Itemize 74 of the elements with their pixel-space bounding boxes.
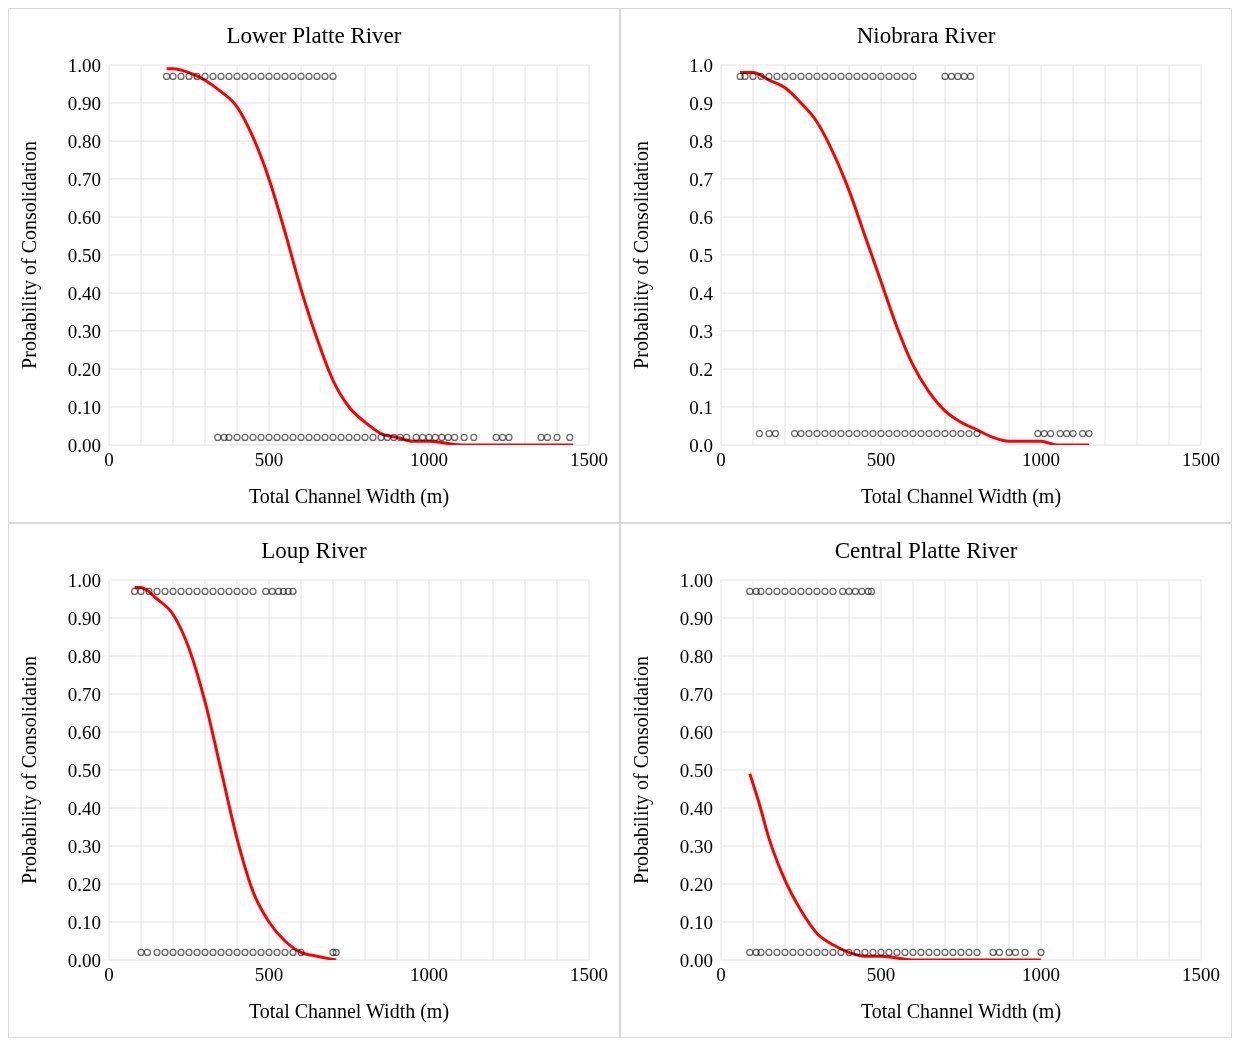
y-tick-label: 0.20: [67, 358, 101, 380]
y-tick-label: 0.50: [67, 244, 101, 266]
x-tick-label: 500: [254, 449, 284, 471]
y-tick-label: 0.8: [689, 130, 713, 152]
y-tick-label: 0.30: [679, 835, 713, 857]
y-axis-title: Probability of Consolidation: [18, 656, 42, 884]
y-tick-label: 0.70: [679, 683, 713, 705]
x-tick-label: 0: [716, 449, 726, 471]
chart-title: Niobrara River: [855, 23, 997, 50]
y-tick-label: 0.9: [689, 92, 713, 114]
x-tick-label: 500: [866, 964, 896, 986]
x-tick-label: 1500: [570, 449, 608, 471]
y-tick-label: 0.60: [67, 206, 101, 228]
y-tick-label: 0.40: [67, 282, 101, 304]
y-axis-title: Probability of Consolidation: [630, 141, 654, 369]
x-axis-title: Total Channel Width (m): [248, 1000, 450, 1023]
x-tick-label: 1500: [570, 964, 608, 986]
x-tick-label: 1500: [1182, 964, 1220, 986]
y-axis-title: Probability of Consolidation: [18, 141, 42, 369]
chart-title: Lower Platte River: [225, 23, 403, 50]
y-tick-label: 0.90: [679, 607, 713, 629]
y-tick-label: 0.6: [689, 206, 713, 228]
y-tick-label: 0.30: [67, 835, 101, 857]
y-tick-label: 0.20: [67, 873, 101, 895]
x-tick-label: 1000: [410, 449, 448, 471]
y-tick-label: 1.0: [689, 54, 713, 76]
y-tick-label: 0.60: [679, 721, 713, 743]
chart-title: Loup River: [260, 538, 368, 565]
y-tick-label: 0.00: [67, 434, 101, 456]
x-axis-title: Total Channel Width (m): [860, 485, 1062, 508]
y-tick-label: 0.80: [67, 645, 101, 667]
x-tick-label: 500: [866, 449, 896, 471]
y-tick-label: 0.50: [67, 759, 101, 781]
y-tick-label: 0.40: [679, 797, 713, 819]
y-tick-label: 1.00: [679, 569, 713, 591]
y-tick-label: 0.90: [67, 607, 101, 629]
y-tick-label: 0.50: [679, 759, 713, 781]
y-axis-title: Probability of Consolidation: [630, 656, 654, 884]
y-tick-label: 0.10: [67, 396, 101, 418]
x-tick-label: 1000: [1022, 964, 1060, 986]
x-axis-title: Total Channel Width (m): [248, 485, 450, 508]
y-tick-label: 0.10: [679, 911, 713, 933]
y-tick-label: 0.7: [689, 168, 713, 190]
y-tick-label: 0.1: [689, 396, 713, 418]
y-tick-label: 0.80: [679, 645, 713, 667]
y-tick-label: 0.00: [67, 949, 101, 971]
x-tick-label: 1000: [1022, 449, 1060, 471]
y-tick-label: 0.60: [67, 721, 101, 743]
y-tick-label: 0.10: [67, 911, 101, 933]
x-tick-label: 0: [104, 964, 114, 986]
y-tick-label: 0.40: [67, 797, 101, 819]
x-tick-label: 500: [254, 964, 284, 986]
y-tick-label: 0.0: [689, 434, 713, 456]
y-tick-label: 0.3: [689, 320, 713, 342]
y-tick-label: 0.90: [67, 92, 101, 114]
y-tick-label: 0.4: [689, 282, 714, 304]
y-tick-label: 1.00: [67, 54, 101, 76]
chart-title: Central Platte River: [833, 538, 1019, 565]
y-tick-label: 0.20: [679, 873, 713, 895]
line-series: [133, 586, 338, 960]
y-tick-label: 0.00: [679, 949, 713, 971]
x-axis-title: Total Channel Width (m): [860, 1000, 1062, 1023]
y-tick-label: 0.30: [67, 320, 101, 342]
line-series: [748, 772, 1043, 960]
x-tick-label: 1000: [410, 964, 448, 986]
x-tick-label: 1500: [1182, 449, 1220, 471]
y-tick-label: 0.70: [67, 168, 101, 190]
y-tick-label: 0.2: [689, 358, 713, 380]
y-tick-label: 0.70: [67, 683, 101, 705]
y-tick-label: 0.5: [689, 244, 713, 266]
y-tick-label: 0.80: [67, 130, 101, 152]
y-tick-label: 1.00: [67, 569, 101, 591]
x-tick-label: 0: [104, 449, 114, 471]
x-tick-label: 0: [716, 964, 726, 986]
